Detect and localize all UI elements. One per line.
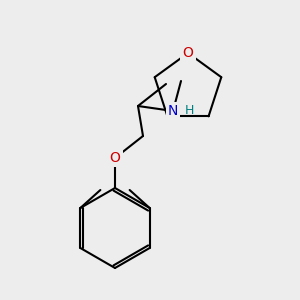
Text: H: H [184, 104, 194, 118]
Text: O: O [183, 46, 194, 60]
Text: O: O [110, 151, 120, 165]
Text: N: N [168, 104, 178, 118]
